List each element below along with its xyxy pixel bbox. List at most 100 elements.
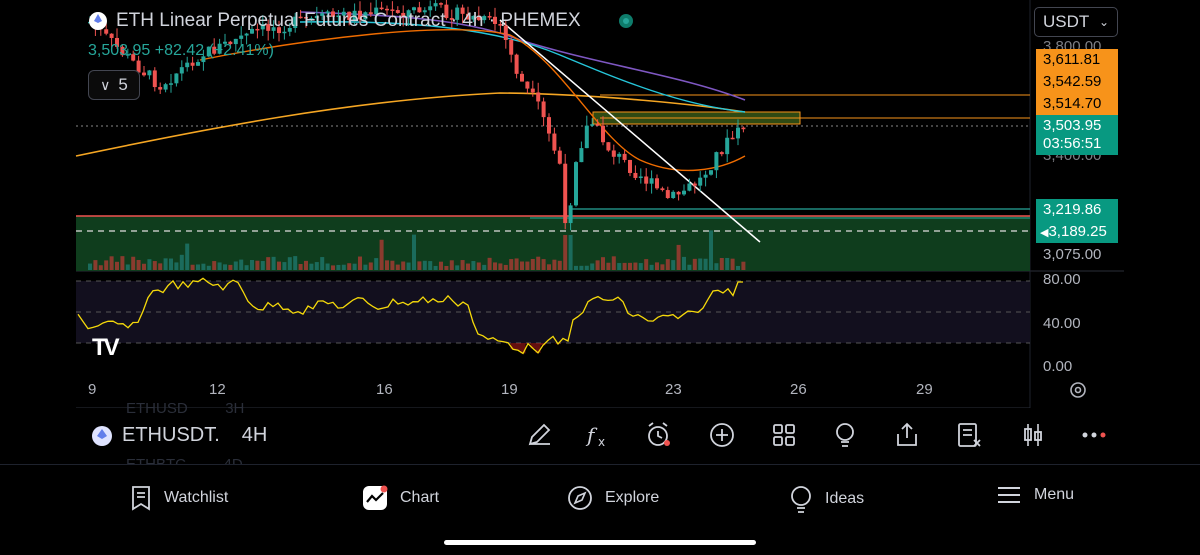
time-axis-label: 16 xyxy=(376,381,393,398)
volume-bar xyxy=(482,264,487,270)
candle-body xyxy=(471,15,476,20)
bottom-navigation: Watchlist Chart Explore Ideas Menu xyxy=(0,464,1200,555)
volume-bar xyxy=(136,259,141,270)
volume-bar xyxy=(665,259,670,270)
more-dots-icon[interactable] xyxy=(1079,420,1109,450)
add-plus-icon[interactable] xyxy=(707,420,737,450)
candle-body xyxy=(336,15,341,18)
volume-bar xyxy=(255,260,260,270)
ghost-symbol: ETHUSD xyxy=(126,400,188,417)
volume-bar xyxy=(617,263,622,270)
candle-style-icon[interactable] xyxy=(1018,420,1048,450)
volume-bar xyxy=(649,264,654,270)
market-status-icon xyxy=(618,14,633,28)
candle-body xyxy=(136,60,141,73)
currency-value: USDT xyxy=(1043,12,1090,31)
volume-bar xyxy=(206,265,211,270)
volume-bar xyxy=(98,265,103,270)
ma-20-line xyxy=(199,29,746,172)
alert-clock-icon[interactable] xyxy=(644,420,674,450)
volume-bar xyxy=(536,256,541,270)
candle-body xyxy=(509,39,514,55)
candle-body xyxy=(574,162,578,206)
ghost-interval: 3H xyxy=(225,400,245,417)
volume-bar xyxy=(163,258,168,270)
volume-bar xyxy=(271,256,276,270)
volume-bar xyxy=(152,261,157,270)
indicator-collapse-button[interactable]: ∨ 5 xyxy=(88,70,140,100)
volume-bar xyxy=(341,264,346,270)
chart-header[interactable]: ETH Linear Perpetual Futures Contract · … xyxy=(88,10,633,32)
symbol-selector[interactable]: ETHUSDT. 4H xyxy=(92,424,267,447)
candle-body xyxy=(536,92,541,102)
volume-bar xyxy=(233,261,238,270)
candle-body xyxy=(158,87,163,90)
volume-bar xyxy=(687,264,692,270)
volume-bar xyxy=(433,265,438,270)
rsi-oversold-fill xyxy=(510,343,561,354)
time-axis-label: 23 xyxy=(665,381,682,398)
candle-body xyxy=(341,11,346,16)
candle-body xyxy=(698,177,703,186)
nav-ideas[interactable]: Ideas xyxy=(789,485,864,513)
candle-body xyxy=(530,88,535,93)
volume-bar xyxy=(109,256,114,270)
chart-area[interactable]: ETH Linear Perpetual Futures Contract · … xyxy=(0,0,1200,410)
price-label-3611: 3,611.81 xyxy=(1036,49,1118,71)
object-tree-icon[interactable] xyxy=(954,420,984,450)
candle-body xyxy=(692,183,697,186)
candle-body xyxy=(584,125,589,149)
chart-icon xyxy=(363,485,388,510)
candle-body xyxy=(390,9,395,11)
volume-bar xyxy=(628,262,632,270)
home-indicator xyxy=(444,540,756,545)
ma-100-line xyxy=(299,11,746,101)
volume-bar xyxy=(703,258,708,270)
candle-body xyxy=(493,16,497,24)
volume-bar xyxy=(158,263,163,270)
price-label-3542: 3,542.59 xyxy=(1036,71,1118,93)
volume-bar xyxy=(509,259,514,270)
candle-body xyxy=(206,46,211,57)
currency-select[interactable]: USDT ⌄ xyxy=(1034,7,1118,37)
candle-body xyxy=(250,28,254,34)
eth-logo-icon xyxy=(89,12,107,30)
nav-watchlist[interactable]: Watchlist xyxy=(130,485,228,511)
candle-body xyxy=(201,56,206,63)
settings-gear-icon[interactable] xyxy=(1068,380,1088,400)
candle-body xyxy=(314,15,319,19)
last-price-label: 3,503.95 xyxy=(1036,115,1118,137)
candle-body xyxy=(239,35,244,39)
symbol-name: ETHUSDT. xyxy=(122,424,220,446)
volume-bar xyxy=(730,258,735,270)
volume-bar xyxy=(671,260,676,270)
candle-body xyxy=(622,153,627,160)
ideas-lightbulb-icon[interactable] xyxy=(830,420,860,450)
candle-body xyxy=(449,18,454,20)
volume-bar xyxy=(379,239,384,270)
compass-icon xyxy=(568,486,592,510)
volume-bar xyxy=(568,235,573,270)
volume-bar xyxy=(147,259,152,270)
price-chart[interactable] xyxy=(0,0,1200,410)
volume-bar xyxy=(530,258,535,270)
volume-bar xyxy=(390,260,395,270)
drawing-pen-icon[interactable] xyxy=(524,420,554,450)
candle-body xyxy=(271,27,276,31)
volume-bar xyxy=(698,258,703,270)
price-label-3189: ◀3,189.25 xyxy=(1036,221,1118,243)
candle-body xyxy=(174,73,179,84)
nav-menu[interactable]: Menu xyxy=(996,485,1074,505)
share-icon[interactable] xyxy=(892,420,922,450)
candle-body xyxy=(655,178,659,189)
layout-grid-icon[interactable] xyxy=(769,420,799,450)
nav-chart[interactable]: Chart xyxy=(362,485,439,511)
candle-body xyxy=(417,7,422,13)
tradingview-logo-icon: TV xyxy=(92,334,120,361)
candle-body xyxy=(379,7,384,10)
volume-bar xyxy=(547,264,551,270)
ghost-row: ETHUSD 3H xyxy=(126,400,244,417)
volume-bar xyxy=(363,264,368,270)
nav-explore[interactable]: Explore xyxy=(567,485,659,511)
